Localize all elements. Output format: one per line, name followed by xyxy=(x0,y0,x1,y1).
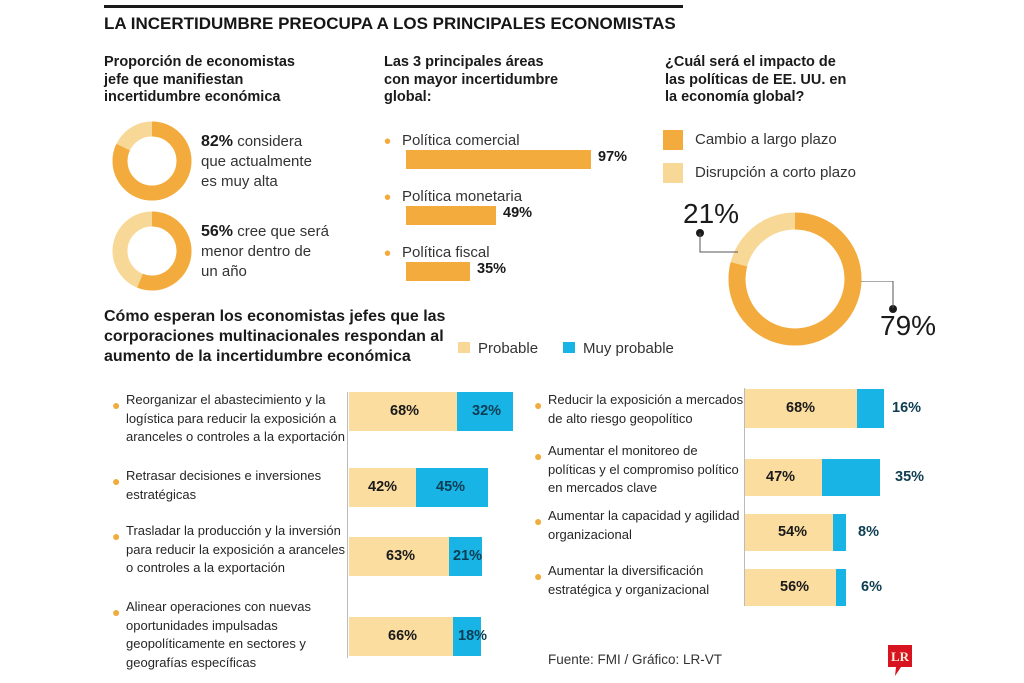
svg-text:LR: LR xyxy=(891,649,910,664)
